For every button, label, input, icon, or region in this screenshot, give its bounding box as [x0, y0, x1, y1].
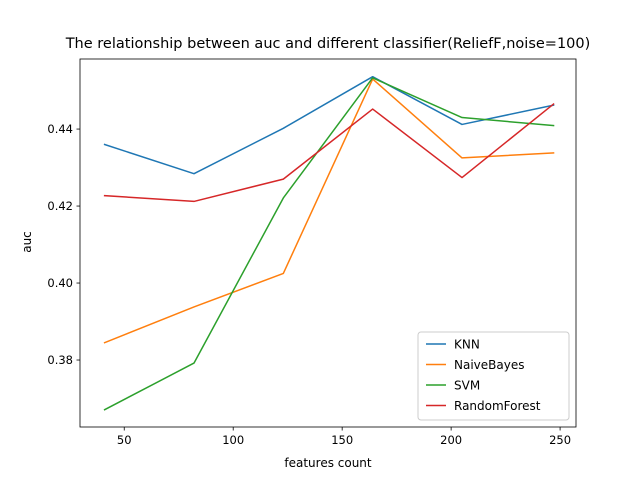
- series-line-naivebayes: [103, 78, 555, 344]
- series-line-svm: [103, 77, 555, 411]
- legend-label-knn: KNN: [454, 338, 480, 352]
- legend-label-naivebayes: NaiveBayes: [454, 358, 524, 372]
- x-tick-label: 50: [117, 433, 132, 447]
- legend: KNN NaiveBayes SVM RandomForest: [417, 331, 570, 421]
- series-line-knn: [103, 75, 555, 175]
- legend-box: [417, 331, 570, 421]
- y-tick-label: 0.38: [47, 353, 73, 367]
- y-tick-label: 0.42: [47, 199, 73, 213]
- y-tick-label: 0.40: [47, 276, 73, 290]
- legend-label-svm: SVM: [454, 379, 480, 393]
- x-tick-label: 100: [222, 433, 244, 447]
- y-tick-label: 0.44: [47, 122, 73, 136]
- axes-frame: [79, 58, 577, 428]
- chart-title: The relationship between auc and differe…: [65, 36, 591, 52]
- legend-label-randomforest: RandomForest: [454, 399, 541, 413]
- x-tick-label: 150: [331, 433, 353, 447]
- x-axis-label: features count: [284, 456, 372, 470]
- plot-area: 50 100 150 200 250 0.38 0.40 0.42 0.44: [47, 58, 577, 447]
- series-line-randomforest: [103, 102, 555, 203]
- x-tick-label: 250: [549, 433, 571, 447]
- y-axis-label: auc: [20, 231, 34, 253]
- x-tick-label: 200: [440, 433, 462, 447]
